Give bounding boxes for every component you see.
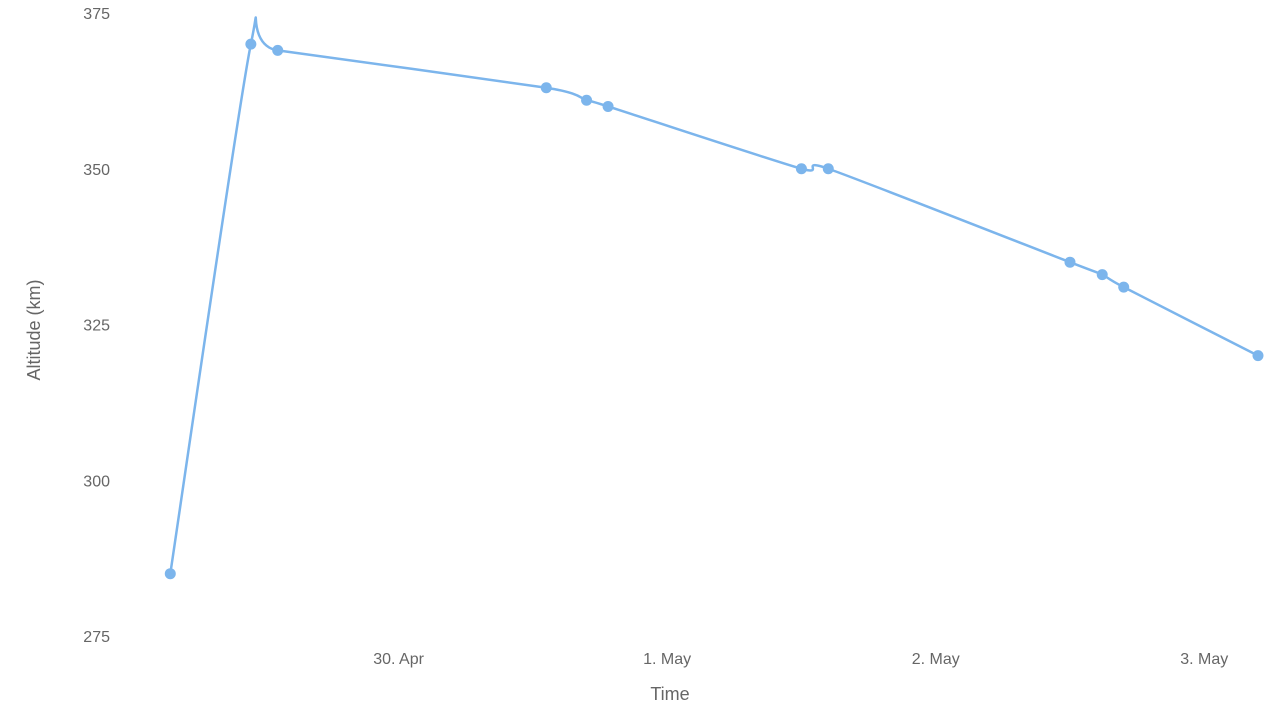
- x-tick-label: 1. May: [643, 651, 691, 668]
- data-point-marker: [245, 39, 256, 50]
- data-point-marker: [823, 163, 834, 174]
- x-axis-label: Time: [650, 684, 689, 704]
- y-tick-label: 375: [83, 6, 110, 23]
- y-tick-label: 350: [83, 162, 110, 179]
- data-point-marker: [603, 101, 614, 112]
- data-point-marker: [165, 568, 176, 579]
- data-point-marker: [1097, 269, 1108, 280]
- data-point-marker: [796, 163, 807, 174]
- x-tick-label: 3. May: [1180, 651, 1228, 668]
- y-tick-label: 275: [83, 629, 110, 646]
- data-point-marker: [1118, 282, 1129, 293]
- x-axis-ticks: 30. Apr 1. May 2. May 3. May: [373, 651, 1228, 668]
- y-tick-label: 300: [83, 473, 110, 490]
- y-axis-label: Altitude (km): [24, 279, 44, 380]
- data-point-marker: [581, 95, 592, 106]
- altitude-chart: 275 300 325 350 375 30. Apr 1. May 2. May 3. Ma…: [0, 0, 1279, 719]
- data-point-marker: [1253, 350, 1264, 361]
- x-tick-label: 30. Apr: [373, 651, 424, 668]
- y-tick-label: 325: [83, 318, 110, 335]
- chart-svg: 275 300 325 350 375 30. Apr 1. May 2. May 3. Ma…: [0, 0, 1279, 719]
- data-point-marker: [541, 82, 552, 93]
- y-axis-ticks: 275 300 325 350 375: [83, 6, 110, 646]
- series-markers: [165, 39, 1264, 580]
- series-line: [170, 17, 1258, 573]
- data-point-marker: [272, 45, 283, 56]
- x-tick-label: 2. May: [912, 651, 960, 668]
- data-point-marker: [1065, 257, 1076, 268]
